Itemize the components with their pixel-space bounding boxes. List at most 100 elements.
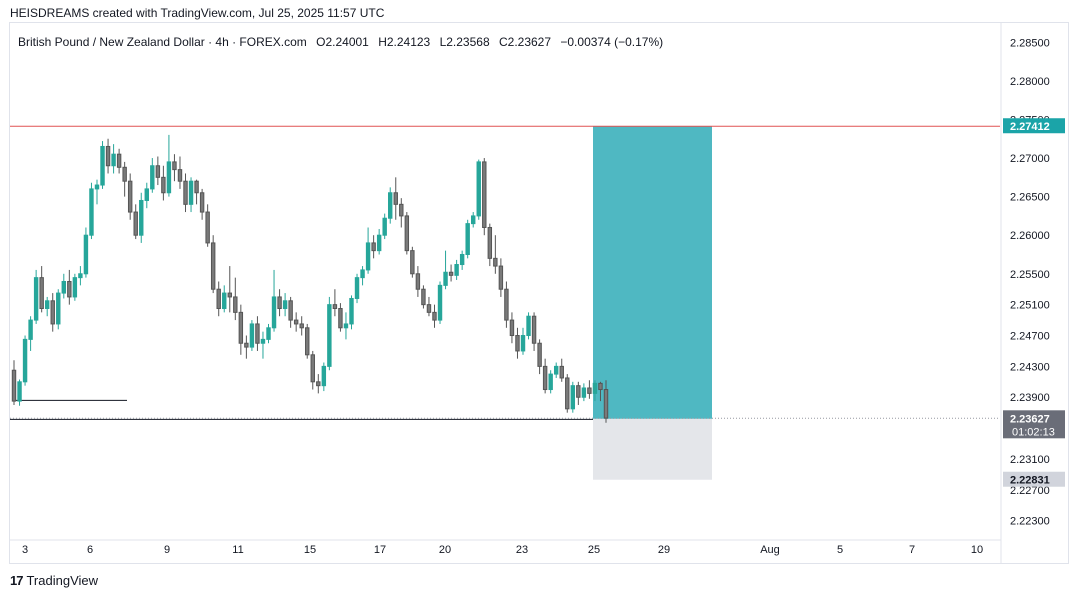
candle-body — [531, 315, 537, 344]
candle-body — [194, 180, 199, 194]
candle-body — [11, 369, 17, 402]
y-tick-label: 2.25500 — [1010, 269, 1050, 281]
x-tick-label: 7 — [909, 544, 915, 556]
legend-open: O2.24001 — [316, 35, 369, 49]
candle-body — [78, 273, 83, 279]
candle-body — [327, 304, 332, 367]
candle-body — [210, 242, 216, 290]
x-tick-label: 11 — [232, 544, 243, 556]
candle-body — [238, 311, 244, 344]
candle-body — [371, 242, 376, 252]
tradingview-logo-icon: 17 — [10, 573, 24, 588]
candle-body — [415, 273, 421, 290]
candle-body — [244, 342, 249, 348]
candle-body — [61, 281, 67, 294]
candle-body — [94, 184, 100, 190]
candle-body — [487, 226, 493, 259]
y-tick-label: 2.25100 — [1010, 300, 1050, 312]
candle-body — [216, 288, 221, 310]
target-zone — [593, 126, 712, 419]
target-price-badge: 2.27412 — [1010, 121, 1050, 133]
y-tick-label: 2.27000 — [1010, 153, 1050, 165]
candle-body — [598, 382, 603, 391]
candle-body — [437, 284, 443, 321]
chart-caption: HEISDREAMS created with TradingView.com,… — [10, 6, 385, 20]
candle-body — [376, 234, 382, 252]
candle-body — [321, 365, 327, 387]
candle-body — [33, 277, 39, 321]
candle-body — [293, 319, 299, 325]
candle-body — [565, 377, 570, 410]
y-tick-label: 2.23900 — [1010, 392, 1050, 404]
candle-body — [443, 271, 448, 286]
candle-body — [50, 300, 55, 325]
candle-body — [570, 385, 576, 410]
candle-body — [592, 382, 598, 394]
y-tick-label: 2.28500 — [1010, 37, 1050, 49]
y-tick-label: 2.22300 — [1010, 516, 1050, 528]
candle-body — [332, 304, 338, 310]
candle-body — [515, 335, 520, 352]
legend-high: H2.24123 — [378, 35, 431, 49]
candle-body — [150, 165, 155, 190]
candle-body — [122, 166, 127, 182]
candle-body — [354, 277, 360, 299]
candle-body — [28, 319, 33, 340]
candle-body — [421, 288, 426, 306]
candle-body — [188, 180, 194, 205]
candle-body — [56, 292, 61, 325]
candle-body — [349, 297, 354, 325]
x-tick-label: 3 — [22, 544, 28, 556]
candle-body — [465, 223, 470, 255]
candle-body — [459, 253, 465, 266]
candle-body — [144, 188, 150, 201]
legend-close: C2.23627 — [498, 35, 552, 49]
candle-body — [288, 300, 293, 321]
candle-body — [205, 211, 210, 244]
candle-body — [410, 250, 415, 275]
legend-change: −0.00374 (−0.17%) — [560, 35, 664, 49]
candle-body — [388, 192, 393, 219]
candle-body — [255, 323, 260, 344]
x-tick-label: 15 — [304, 544, 316, 556]
candle-body — [83, 234, 89, 275]
candle-body — [166, 161, 172, 194]
candle-body — [520, 335, 526, 352]
x-tick-label: 20 — [439, 544, 451, 556]
candle-body — [266, 327, 271, 340]
candle-body — [44, 300, 50, 310]
candle-body — [493, 257, 498, 267]
candle-body — [498, 265, 504, 290]
legend-low: L2.23568 — [439, 35, 490, 49]
candle-body — [310, 354, 315, 383]
current-price-badge: 2.23627 — [1010, 413, 1050, 425]
candle-body — [222, 292, 227, 310]
candle-body — [127, 180, 133, 213]
candle-body — [172, 161, 177, 171]
candle-body — [89, 188, 94, 236]
current-price-badge-bg — [1003, 410, 1065, 439]
candle-body — [454, 264, 459, 276]
candle-body — [299, 323, 304, 329]
y-tick-label: 2.22700 — [1010, 485, 1050, 497]
candle-body — [559, 365, 564, 379]
candle-body — [382, 217, 387, 236]
y-tick-label: 2.24700 — [1010, 331, 1050, 343]
x-tick-label: 25 — [588, 544, 600, 556]
candle-body — [183, 180, 188, 205]
stop-zone — [593, 418, 712, 480]
tradingview-footer[interactable]: 17 TradingView — [10, 573, 98, 588]
candle-body — [399, 203, 404, 217]
candle-body — [116, 153, 122, 168]
y-tick-label: 2.28000 — [1010, 76, 1050, 88]
candle-body — [587, 387, 592, 394]
y-tick-label: 2.23100 — [1010, 454, 1050, 466]
candle-body — [271, 296, 277, 329]
candle-body — [67, 281, 72, 298]
candle-body — [482, 161, 487, 228]
x-tick-label: 5 — [837, 544, 843, 556]
current-price-badge-countdown: 01:02:13 — [1012, 426, 1055, 438]
candle-body — [553, 365, 559, 375]
candle-body — [509, 319, 515, 337]
